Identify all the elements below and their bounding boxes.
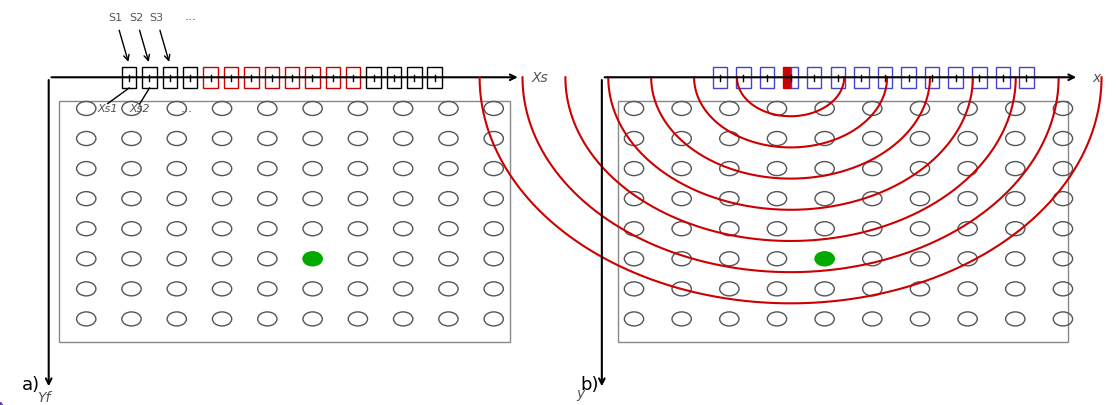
Circle shape <box>303 252 323 266</box>
Text: Xs2: Xs2 <box>130 104 150 114</box>
Bar <box>428 67 442 89</box>
Text: Xs: Xs <box>532 71 548 85</box>
Bar <box>713 67 727 89</box>
Text: ...: ... <box>181 102 192 115</box>
Bar <box>878 67 892 89</box>
Text: ...: ... <box>184 10 197 23</box>
Bar <box>1019 67 1033 89</box>
Bar <box>407 67 421 89</box>
Bar <box>901 67 916 89</box>
Bar <box>326 67 340 89</box>
Bar <box>995 67 1010 89</box>
Text: Xs1: Xs1 <box>97 104 118 114</box>
Text: S1: S1 <box>108 13 123 23</box>
Bar <box>183 67 198 89</box>
Bar <box>203 67 218 89</box>
Bar <box>305 67 319 89</box>
Text: Yf: Yf <box>37 390 50 404</box>
Bar <box>972 67 986 89</box>
Bar <box>59 101 509 343</box>
Bar <box>346 67 361 89</box>
Bar <box>806 67 821 89</box>
Bar <box>948 67 963 89</box>
Bar <box>386 67 401 89</box>
Text: x: x <box>1092 71 1100 85</box>
Bar <box>142 67 156 89</box>
Bar <box>285 67 299 89</box>
Bar <box>783 67 791 89</box>
Bar <box>791 67 798 89</box>
Text: y: y <box>576 386 584 400</box>
Circle shape <box>815 252 834 266</box>
Bar <box>760 67 774 89</box>
Text: b): b) <box>581 375 599 393</box>
Bar <box>618 101 1068 343</box>
Bar <box>366 67 381 89</box>
Bar <box>163 67 178 89</box>
Bar <box>925 67 939 89</box>
Text: S2: S2 <box>128 13 143 23</box>
Bar <box>245 67 259 89</box>
Bar <box>831 67 844 89</box>
Bar <box>223 67 238 89</box>
Bar <box>855 67 869 89</box>
Bar <box>736 67 751 89</box>
Text: a): a) <box>22 375 40 393</box>
Text: S3: S3 <box>150 13 163 23</box>
Bar <box>122 67 136 89</box>
Bar <box>265 67 279 89</box>
